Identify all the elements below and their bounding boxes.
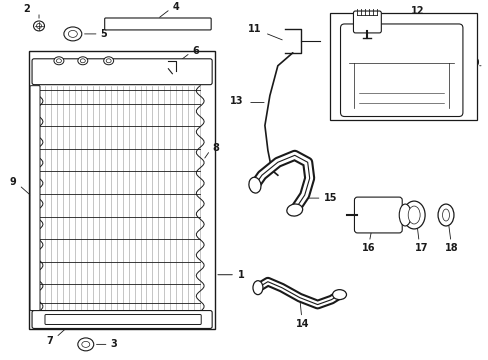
- Text: 4: 4: [172, 2, 179, 12]
- Ellipse shape: [437, 204, 453, 226]
- FancyBboxPatch shape: [30, 86, 40, 311]
- Text: 1: 1: [238, 270, 244, 280]
- Ellipse shape: [398, 204, 410, 226]
- Text: 18: 18: [444, 243, 458, 253]
- Ellipse shape: [56, 59, 61, 63]
- Ellipse shape: [332, 290, 346, 300]
- Text: 12: 12: [410, 6, 424, 16]
- Text: 8: 8: [212, 143, 219, 153]
- Text: 14: 14: [295, 319, 308, 329]
- FancyBboxPatch shape: [32, 59, 212, 85]
- Ellipse shape: [103, 57, 113, 65]
- Ellipse shape: [78, 338, 94, 351]
- Ellipse shape: [78, 57, 87, 65]
- Text: 11: 11: [247, 24, 261, 34]
- Ellipse shape: [68, 31, 77, 37]
- Ellipse shape: [252, 281, 263, 294]
- Text: 16: 16: [362, 243, 375, 253]
- Ellipse shape: [407, 206, 419, 224]
- Text: 2: 2: [23, 4, 30, 14]
- FancyBboxPatch shape: [45, 315, 201, 324]
- Ellipse shape: [34, 21, 44, 31]
- Text: 15: 15: [323, 193, 336, 203]
- FancyBboxPatch shape: [353, 11, 381, 33]
- FancyBboxPatch shape: [32, 311, 212, 328]
- Ellipse shape: [286, 204, 302, 216]
- Ellipse shape: [80, 59, 85, 63]
- Bar: [329, 13, 476, 121]
- Text: 10: 10: [466, 58, 479, 68]
- Text: 13: 13: [229, 96, 243, 105]
- Ellipse shape: [81, 341, 90, 347]
- Text: 7: 7: [46, 336, 53, 346]
- Ellipse shape: [64, 27, 81, 41]
- Ellipse shape: [37, 23, 41, 28]
- Text: 6: 6: [192, 46, 199, 56]
- Text: 17: 17: [414, 243, 428, 253]
- Ellipse shape: [403, 201, 424, 229]
- Text: 9: 9: [9, 177, 16, 187]
- Ellipse shape: [106, 59, 111, 63]
- Ellipse shape: [442, 209, 448, 221]
- Text: 5: 5: [101, 29, 107, 39]
- Bar: [29, 51, 215, 329]
- Ellipse shape: [54, 57, 64, 65]
- Ellipse shape: [248, 177, 261, 193]
- FancyBboxPatch shape: [104, 18, 211, 30]
- FancyBboxPatch shape: [354, 197, 402, 233]
- FancyBboxPatch shape: [340, 24, 462, 117]
- Text: 3: 3: [110, 339, 117, 349]
